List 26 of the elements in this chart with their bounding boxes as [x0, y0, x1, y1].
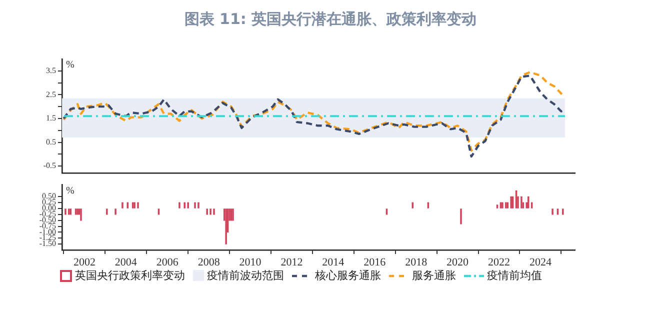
y-axis-title: %	[66, 60, 74, 71]
y-tick-label: 2.5	[46, 90, 56, 99]
legend-label: 疫情前波动范围	[207, 268, 284, 283]
y-tick-label: -0.5	[43, 161, 56, 170]
x-tick-label: 2022	[488, 256, 510, 268]
x-tick-label: 2024	[529, 256, 552, 268]
legend-label: 疫情前均值	[487, 268, 542, 283]
y-tick-label: 0.5	[46, 137, 56, 146]
x-tick-label: 2006	[156, 256, 179, 268]
y-tick-label: 1.5	[46, 114, 56, 123]
x-tick-label: 2010	[239, 256, 262, 268]
x-tick-label: 2020	[446, 256, 470, 268]
y-tick-label: -1.50	[39, 239, 56, 248]
legend-label: 英国央行政策利率变动	[75, 268, 185, 283]
x-tick-label: 2018	[405, 256, 428, 268]
x-tick-label: 2012	[280, 256, 303, 268]
legend-label: 核心服务通胀	[315, 268, 381, 283]
x-tick-label: 2008	[198, 256, 220, 268]
x-tick-label: 2014	[322, 256, 345, 268]
x-tick-label: 2002	[73, 256, 96, 268]
x-tick-label: 2016	[364, 256, 386, 268]
x-tick-label: 2004	[114, 256, 138, 268]
y-axis-title: %	[66, 185, 74, 196]
chart-title: 图表 11: 英国央行潜在通胀、政策利率变动	[183, 10, 478, 29]
legend-label: 服务通胀	[412, 268, 456, 283]
y-tick-label: 3.5	[46, 66, 56, 75]
